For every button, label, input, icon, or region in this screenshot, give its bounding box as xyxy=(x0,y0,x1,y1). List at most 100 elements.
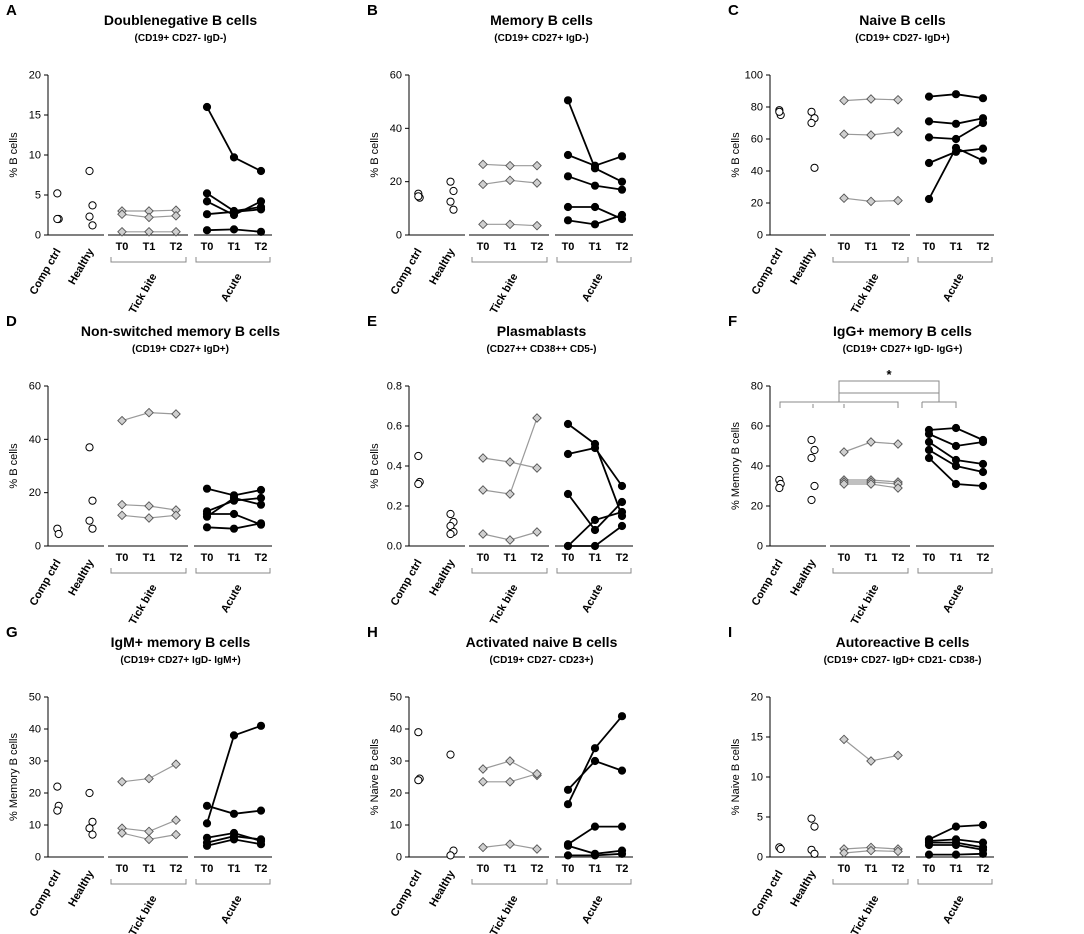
panel-letter: G xyxy=(6,624,18,641)
acute-point xyxy=(202,801,212,810)
timepoint-label: T1 xyxy=(143,863,156,875)
series-comp-ctrl xyxy=(775,475,785,493)
acute-point xyxy=(978,459,988,469)
tick-bite-point xyxy=(144,834,154,845)
timepoint-label: T0 xyxy=(923,241,936,253)
x-bracket-label: Tick bite xyxy=(488,894,521,934)
acute-point xyxy=(978,94,988,103)
healthy-point xyxy=(88,524,97,533)
chart-subtitle: (CD19+ CD27+ IgD-) xyxy=(494,33,589,44)
group-bracket xyxy=(832,879,909,885)
acute-point xyxy=(590,202,600,212)
acute-point xyxy=(563,172,573,181)
acute-point xyxy=(256,500,266,509)
timepoint-label: T0 xyxy=(201,863,214,875)
y-tick-label: 50 xyxy=(29,692,41,704)
acute-point xyxy=(617,210,627,220)
acute-point xyxy=(924,158,934,168)
acute-point xyxy=(978,820,988,830)
panel-a: A Doublenegative B cells (CD19+ CD27- Ig… xyxy=(0,0,361,316)
group-bracket xyxy=(195,879,271,885)
healthy-point xyxy=(446,197,455,206)
timepoint-label: T2 xyxy=(170,552,183,564)
tick-bite-point xyxy=(117,226,127,237)
acute-point xyxy=(978,156,988,165)
timepoint-label: T0 xyxy=(838,863,851,875)
y-tick-label: 5 xyxy=(757,812,763,824)
comp-ctrl-point xyxy=(414,192,423,201)
y-tick-label: 15 xyxy=(29,110,41,122)
x-bracket-label: Acute xyxy=(941,894,967,926)
tick-bite-point xyxy=(893,94,903,105)
series-healthy xyxy=(446,750,458,860)
y-tick-label: 0 xyxy=(757,230,763,242)
acute-point xyxy=(229,153,239,162)
group-bracket xyxy=(556,568,632,574)
timepoint-label: T1 xyxy=(589,863,602,875)
acute-point xyxy=(202,509,212,519)
timepoint-label: T1 xyxy=(228,552,241,564)
acute-point xyxy=(617,177,627,186)
healthy-point xyxy=(88,830,97,839)
tick-bite-point xyxy=(532,178,542,188)
acute-point xyxy=(924,445,934,455)
x-group-label: Healthy xyxy=(66,557,97,598)
comp-ctrl-point xyxy=(414,479,423,489)
healthy-point xyxy=(85,824,94,833)
acute-point xyxy=(924,194,934,204)
acute-point xyxy=(229,493,239,503)
y-axis-label: % B cells xyxy=(369,132,381,178)
tick-bite-point xyxy=(532,844,542,854)
acute-point xyxy=(256,485,266,495)
timepoint-label: T1 xyxy=(143,241,156,253)
acute-point xyxy=(563,150,573,160)
tick-bite-point xyxy=(505,175,515,186)
timepoint-label: T0 xyxy=(477,241,490,253)
x-group-label: Comp ctrl xyxy=(750,869,786,919)
tick-bite-point xyxy=(893,195,903,206)
timepoint-label: T0 xyxy=(201,552,214,564)
x-bracket-label: Acute xyxy=(941,272,967,304)
acute-point xyxy=(951,822,961,831)
healthy-point xyxy=(446,851,455,860)
y-tick-label: 0.0 xyxy=(387,541,402,553)
timepoint-label: T0 xyxy=(923,863,936,875)
y-tick-label: 80 xyxy=(751,102,763,114)
panel-letter: I xyxy=(728,624,733,641)
tick-bite-point xyxy=(478,776,488,787)
acute-line xyxy=(567,423,623,517)
healthy-point xyxy=(88,817,97,826)
x-bracket-label: Acute xyxy=(941,583,967,615)
timepoint-label: T2 xyxy=(531,241,544,253)
x-bracket-label: Acute xyxy=(580,894,606,926)
tick-bite-point xyxy=(893,126,903,137)
acute-point xyxy=(924,92,934,101)
acute-point xyxy=(563,96,573,105)
chart-plot: 0 20 40 60 % B cells Comp ctrl Healthy T0 T1 T2 T0… xyxy=(8,381,272,627)
series-acute xyxy=(924,820,988,859)
comp-ctrl-point xyxy=(53,214,62,224)
tick-bite-point xyxy=(144,826,154,837)
series-healthy xyxy=(446,177,458,214)
comp-ctrl-point xyxy=(53,189,62,198)
y-tick-label: 5 xyxy=(35,190,41,202)
tick-bite-point xyxy=(839,734,849,745)
group-bracket xyxy=(917,568,993,574)
y-tick-label: 60 xyxy=(751,134,763,146)
series-tick-bite xyxy=(839,734,903,858)
series-acute xyxy=(924,423,988,491)
timepoint-label: T2 xyxy=(616,241,629,253)
tick-bite-point xyxy=(839,447,849,457)
group-bracket xyxy=(832,568,909,574)
series-acute xyxy=(563,712,627,860)
acute-point xyxy=(563,541,573,551)
panel-letter: B xyxy=(367,2,378,19)
acute-point xyxy=(563,800,573,809)
tick-bite-point xyxy=(171,510,181,521)
acute-point xyxy=(617,507,627,517)
acute-point xyxy=(563,489,573,499)
timepoint-label: T2 xyxy=(616,863,629,875)
acute-point xyxy=(202,819,212,828)
x-bracket-label: Tick bite xyxy=(849,894,882,934)
acute-point xyxy=(978,467,988,477)
